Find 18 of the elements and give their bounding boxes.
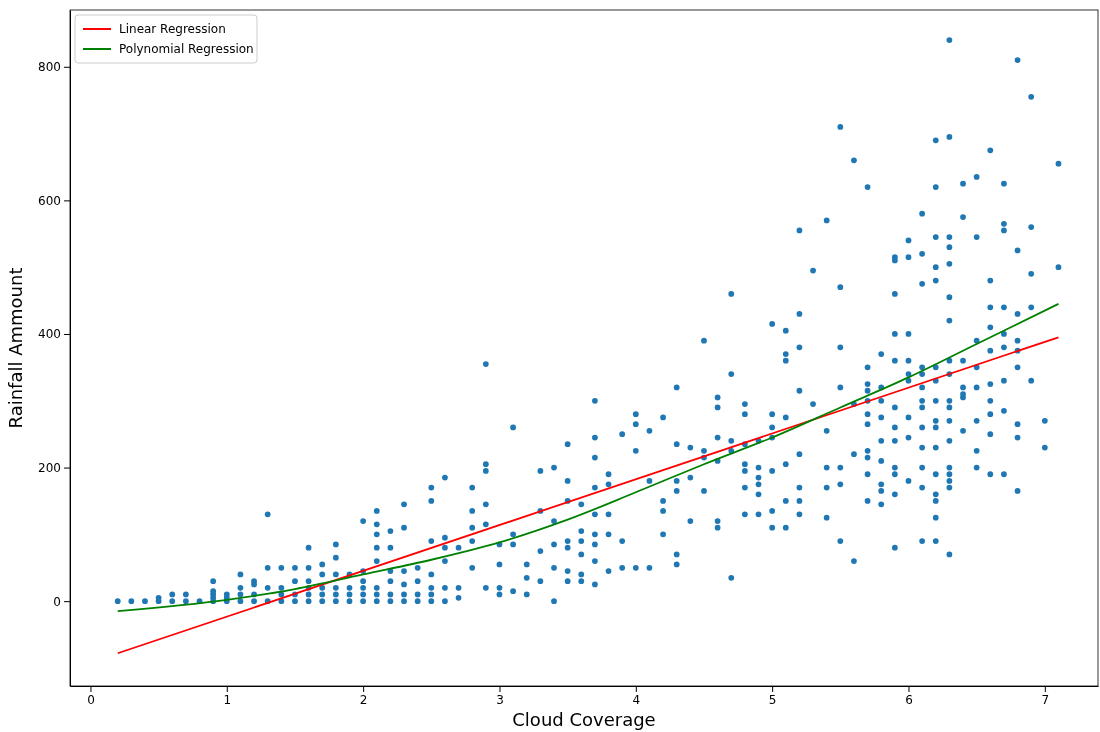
y-axis-title: Rainfall Ammount (5, 267, 26, 429)
legend-label: Polynomial Regression (119, 42, 254, 57)
line-series (116, 303, 1060, 613)
x-tick-label: 7 (1041, 692, 1050, 707)
x-tick-label: 1 (223, 692, 232, 707)
legend-label: Linear Regression (119, 22, 226, 37)
y-tick-label: 0 (53, 594, 61, 609)
x-axis-title: Cloud Coverage (512, 709, 656, 730)
y-tick-label: 600 (38, 193, 61, 208)
x-tick-label: 0 (87, 692, 95, 707)
x-tick-label: 4 (632, 692, 641, 707)
x-tick-label: 6 (905, 692, 913, 707)
y-tick-label: 800 (38, 60, 61, 75)
x-tick-label: 5 (768, 692, 777, 707)
y-tick-label: 200 (38, 460, 61, 475)
y-tick-label: 400 (38, 327, 61, 342)
x-tick-label: 2 (359, 692, 368, 707)
x-tick-label: 3 (496, 692, 504, 707)
